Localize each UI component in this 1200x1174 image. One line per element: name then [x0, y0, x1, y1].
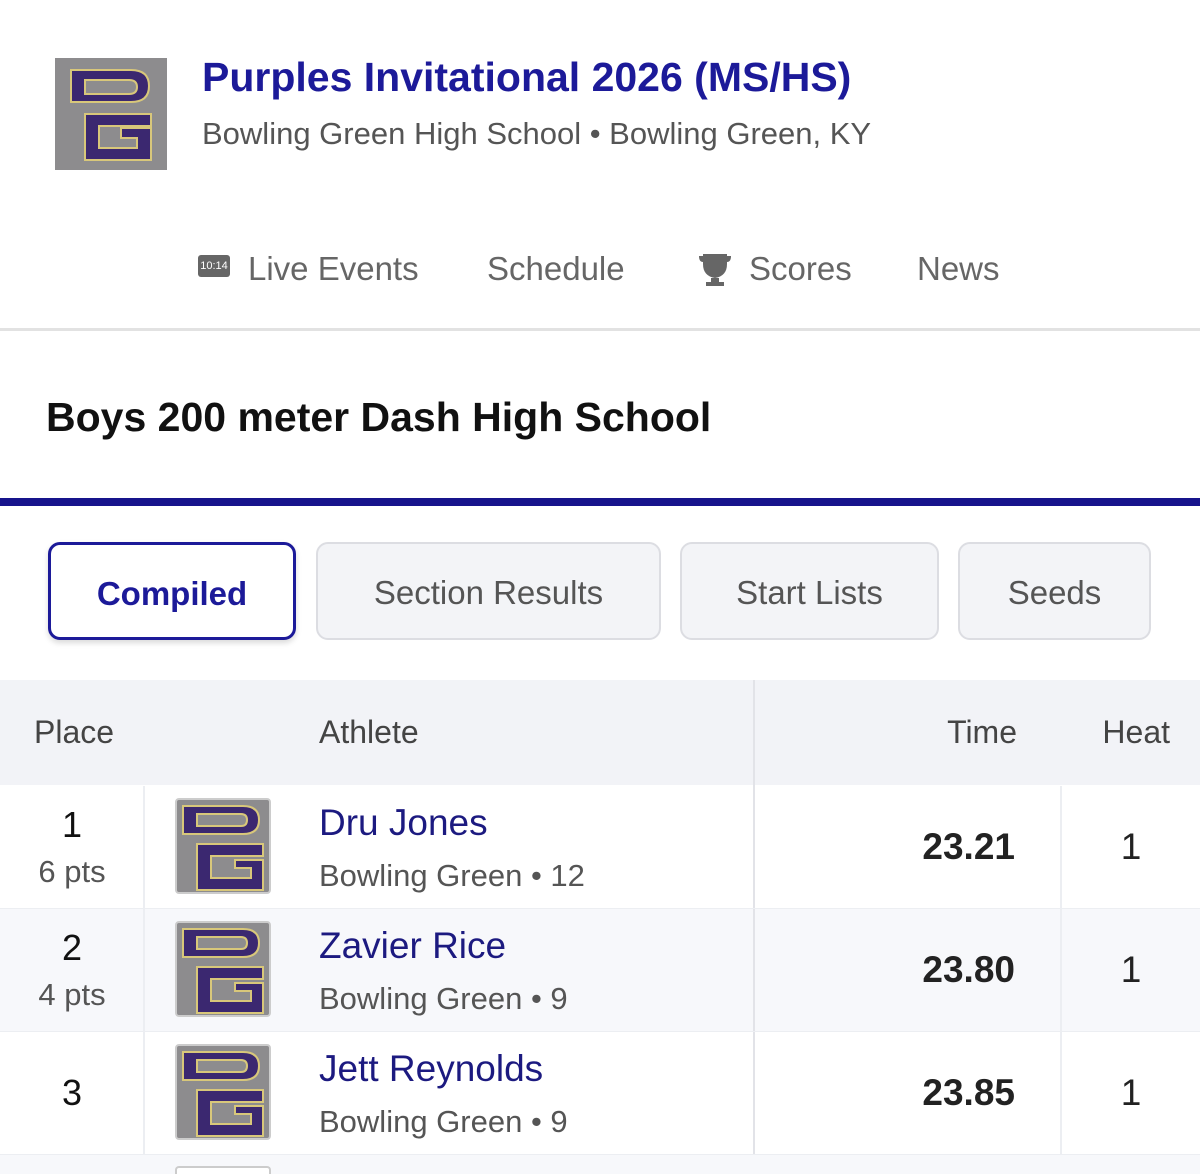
cell-divider [143, 786, 145, 908]
place: 3 [61, 1072, 83, 1113]
column-header: Heat [1102, 714, 1170, 750]
tab[interactable]: Start Lists [680, 542, 939, 640]
cell-divider [753, 786, 755, 908]
athlete-name[interactable]: Jett Reynolds [319, 1048, 544, 1089]
athlete-name[interactable]: Dru Jones [319, 802, 488, 843]
nav-item[interactable]: Schedule [487, 250, 625, 287]
heat: 1 [1120, 826, 1142, 867]
team-logo [175, 1166, 271, 1174]
time: 23.85 [922, 1072, 1015, 1113]
athlete-name[interactable]: Zavier Rice [319, 925, 507, 966]
team-logo [175, 921, 271, 1017]
logo-art [182, 1051, 264, 1137]
tab[interactable]: Section Results [316, 542, 661, 640]
column-header: Time [947, 714, 1017, 750]
event-rule [0, 498, 1200, 506]
athlete-info: Bowling Green • 9 [319, 981, 568, 1016]
cell-divider [143, 909, 145, 1031]
nav-divider [0, 328, 1200, 331]
team-logo [175, 798, 271, 894]
meet-title[interactable]: Purples Invitational 2026 (MS/HS) [202, 54, 852, 100]
logo-art [182, 928, 264, 1014]
heat: 1 [1120, 1072, 1142, 1113]
tab[interactable]: Seeds [958, 542, 1151, 640]
cell-divider [143, 1032, 145, 1154]
meet-location: Bowling Green High School • Bowling Gree… [202, 116, 872, 151]
cell-divider [1060, 909, 1062, 1031]
time: 23.21 [922, 826, 1015, 867]
athlete-info: Bowling Green • 9 [319, 1104, 568, 1139]
table-row [0, 1155, 1200, 1174]
meet-logo [55, 58, 167, 170]
logo-art [182, 805, 264, 891]
points: 4 pts [38, 977, 106, 1012]
place: 1 [61, 804, 83, 845]
column-header: Athlete [319, 714, 419, 750]
logo-art [70, 69, 152, 161]
nav-item[interactable]: Live Events [248, 250, 419, 287]
nav-item[interactable]: News [917, 250, 1000, 287]
trophy-icon [699, 254, 731, 286]
points: 6 pts [38, 854, 106, 889]
time: 23.80 [922, 949, 1015, 990]
cell-divider [1060, 786, 1062, 908]
live-icon: 10:14 [198, 255, 230, 277]
team-logo [175, 1044, 271, 1140]
column-header: Place [34, 714, 115, 750]
nav-item[interactable]: Scores [749, 250, 852, 287]
heat: 1 [1120, 949, 1142, 990]
place: 2 [61, 927, 83, 968]
cell-divider [753, 1032, 755, 1154]
table-header [0, 680, 1200, 785]
cell-divider [753, 909, 755, 1031]
athlete-info: Bowling Green • 12 [319, 858, 585, 893]
event-title: Boys 200 meter Dash High School [46, 394, 712, 440]
cell-divider [1060, 1032, 1062, 1154]
tab[interactable]: Compiled [48, 542, 296, 640]
